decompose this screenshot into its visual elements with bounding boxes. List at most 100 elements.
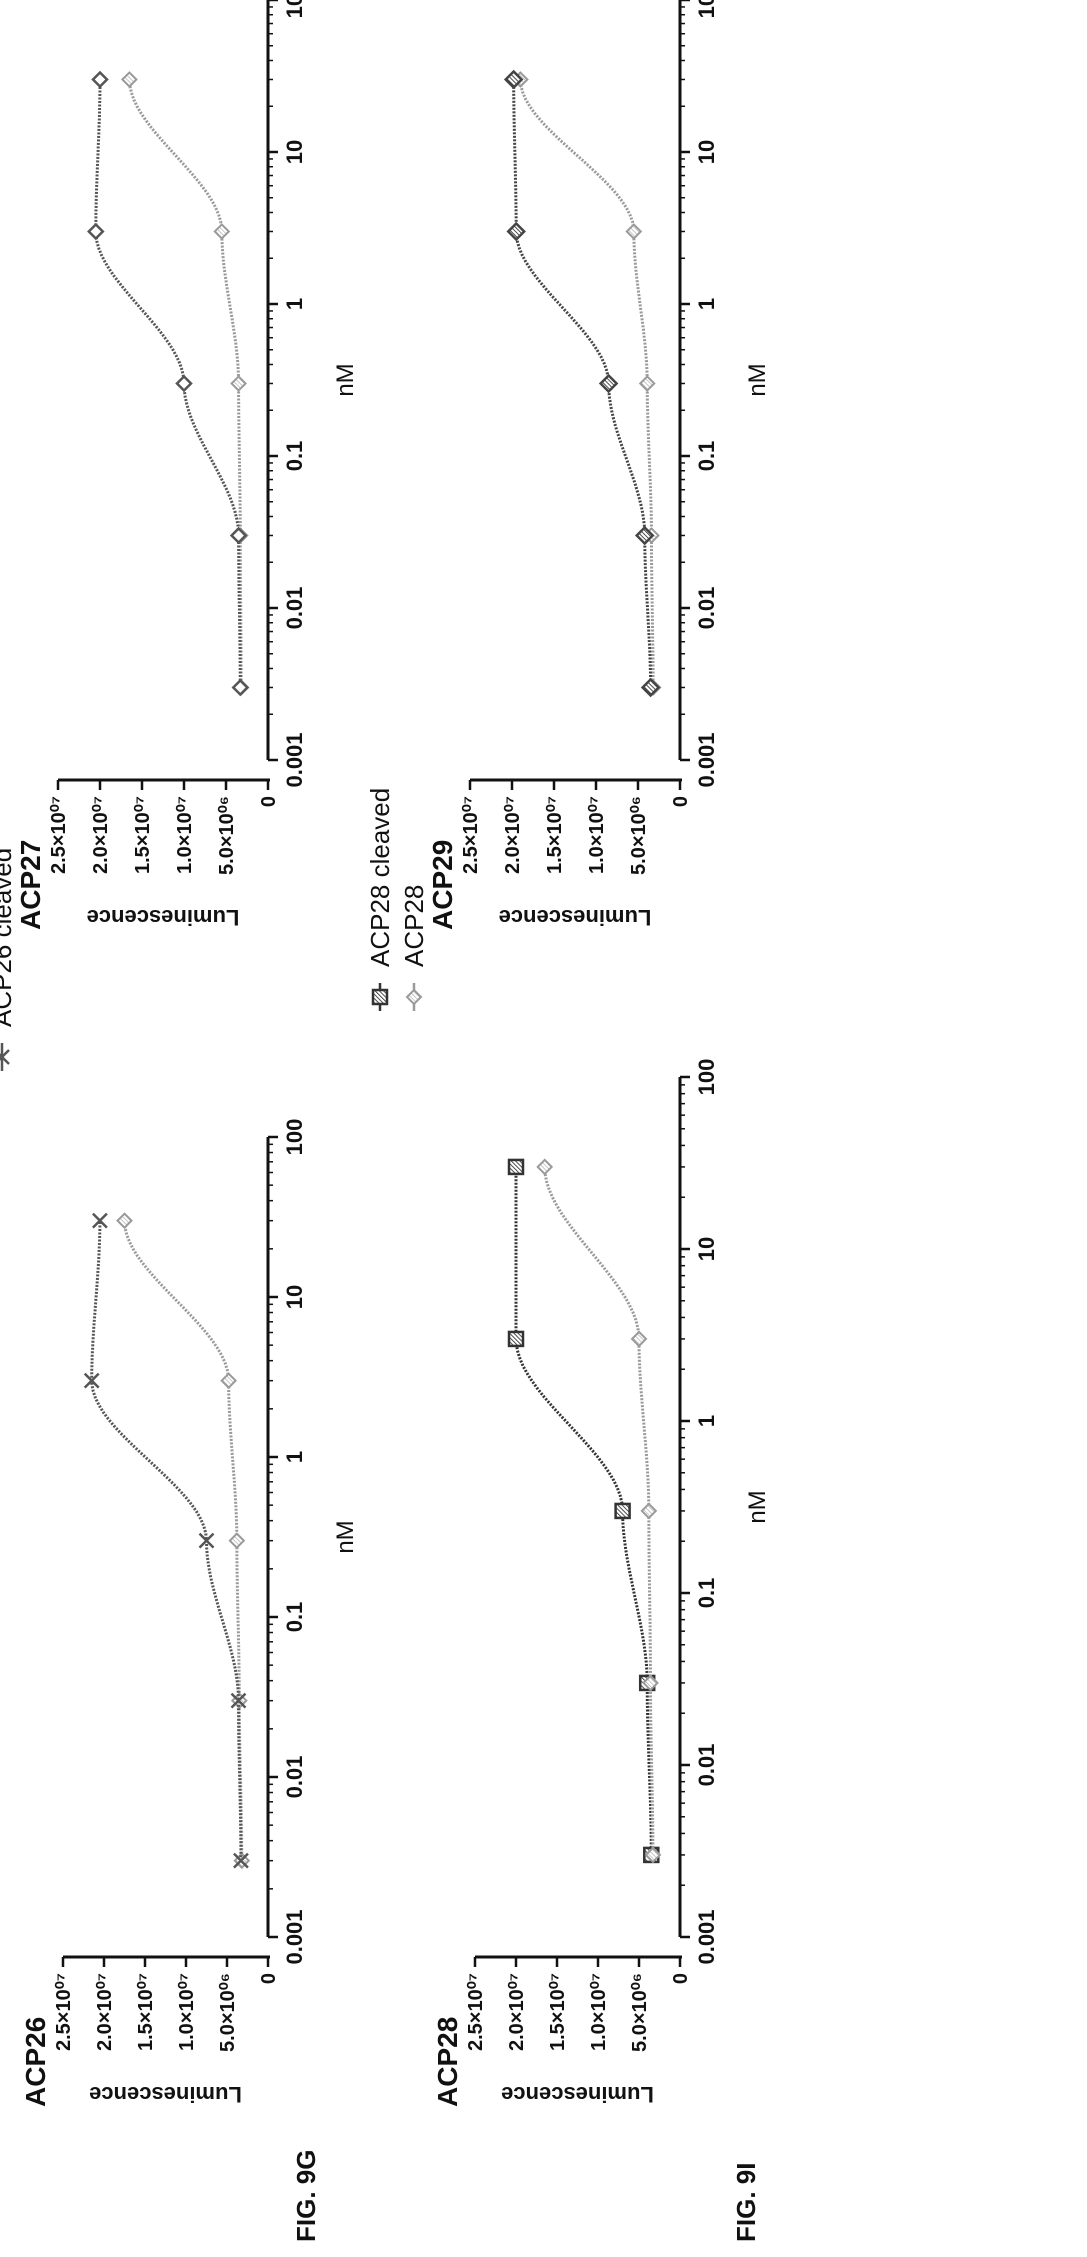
data-point [87,222,105,241]
data-point [630,1330,648,1348]
x-axis-label: nM [744,1490,771,1523]
x-tick-label: 0.01 [694,1744,719,1787]
chart-title: ACP28 [432,2017,463,2107]
y-tick-label: 1.5×10⁰⁷ [547,1973,569,2051]
series-line [518,79,655,688]
data-point [644,1846,662,1864]
series-line [514,1166,653,1855]
y-tick-label: 1.0×10⁰⁷ [586,796,608,874]
y-tick-label: 1.0×10⁰⁷ [176,1973,198,2051]
y-tick-label: 2.5×10⁰⁷ [53,1973,75,2051]
series-line [512,79,653,688]
y-tick-label: 2.0×10⁰⁷ [90,796,112,874]
legend-label: ACP28 [399,885,429,967]
y-tick-label: 2.5×10⁰⁷ [460,796,482,874]
y-tick-label: 1.5×10⁰⁷ [544,796,566,874]
legend-label: ACP26 cleaved [0,848,17,1027]
x-tick-label: 1 [282,298,307,310]
x-tick-label: 1 [694,1415,719,1427]
x-tick-label: 1 [282,1451,307,1463]
x-axis-label: nM [744,363,771,396]
x-tick-label: 100 [282,1119,307,1156]
data-point [228,1532,246,1550]
x-tick-label: 0.001 [282,1909,307,1964]
y-axis-label: Luminescence [499,905,652,930]
x-tick-label: 10 [694,140,719,164]
data-point [642,1674,659,1692]
y-tick-label: 0 [670,796,692,807]
x-tick-label: 0.01 [694,587,719,630]
y-tick-label: 5.0×10⁰⁶ [628,796,650,875]
data-point [634,525,655,546]
chart-panel-acp28: 0.001 0.01 0.1 1 10 100 0 5.0×10⁰⁶ 1.0×10⁰⁷ 1.5×1… [365,788,771,2242]
x-tick-label: 1 [694,298,719,310]
series-line [543,1166,655,1855]
x-tick-label: 0.001 [694,1909,719,1964]
y-tick-label: 1.5×10⁰⁷ [135,1973,157,2051]
y-tick-label: 1.5×10⁰⁷ [132,796,154,874]
chart-panel-acp29: 0.001 0.01 0.1 1 10 100 0 5.0×10⁰⁶ 1.0×10⁰⁷ 1.5×1… [427,0,771,930]
y-tick-label: 5.0×10⁰⁶ [217,1973,239,2052]
data-point [175,374,193,393]
y-tick-label: 5.0×10⁰⁶ [629,1973,651,2052]
y-axis-label: Luminescence [501,2082,654,2107]
chart-title: ACP27 [15,840,46,930]
data-point [233,1852,249,1869]
data-point [598,373,619,394]
x-tick-label: 0.001 [282,732,307,787]
x-tick-label: 0.1 [282,1602,307,1633]
chart-title: ACP26 [20,2017,51,2107]
y-axis-label: Luminescence [87,905,240,930]
y-tick-label: 2.5×10⁰⁷ [48,796,70,874]
series-line [123,1220,244,1861]
x-tick-label: 10 [282,140,307,164]
chart-panel-acp27: 0.001 0.01 0.1 1 10 100 0 5.0×10⁰⁶ 1.0×10⁰⁷ 1.5×1… [15,0,359,930]
series-line [94,79,242,688]
data-point [625,223,643,240]
data-point [503,69,524,90]
data-point [638,375,656,392]
y-tick-label: 2.0×10⁰⁷ [506,1973,528,2051]
legend-marker [371,988,389,1006]
y-tick-label: 2.0×10⁰⁷ [502,796,524,874]
data-point [91,70,109,89]
data-point [640,677,661,698]
data-point [506,221,526,242]
data-point [536,1158,554,1176]
x-tick-label: 100 [694,1059,719,1096]
series-line [90,1220,243,1861]
data-point [213,223,231,240]
data-point [116,1212,133,1230]
data-point [507,1330,525,1348]
x-axis-label: nM [332,1520,359,1553]
x-tick-label: 10 [282,1285,307,1309]
y-tick-label: 1.0×10⁰⁷ [588,1973,610,2051]
x-axis-label: nM [332,363,359,396]
y-tick-label: 2.0×10⁰⁷ [94,1973,116,2051]
legend-marker [405,988,423,1006]
y-axis-label: Luminescence [89,2082,242,2107]
x-tick-label: 0.01 [282,1756,307,1799]
x-tick-label: 100 [694,0,719,18]
figure-label: FIG. 9I [731,2163,761,2242]
x-tick-label: 0.01 [282,587,307,630]
x-tick-label: 0.001 [694,732,719,787]
legend-marker [0,1049,10,1065]
x-tick-label: 0.1 [694,441,719,472]
data-point [220,1372,238,1390]
legend-label: ACP28 cleaved [365,788,395,967]
data-point [83,1372,100,1389]
data-point [507,1158,525,1176]
y-tick-label: 1.0×10⁰⁷ [174,796,196,874]
x-tick-label: 100 [282,0,307,18]
data-point [230,1692,247,1709]
data-point [229,526,248,545]
y-tick-label: 2.5×10⁰⁷ [465,1973,487,2051]
data-point [231,678,250,697]
data-point [92,1212,108,1229]
x-tick-label: 0.1 [282,441,307,472]
data-point [120,71,138,88]
y-tick-label: 0 [670,1973,692,1984]
data-point [198,1532,215,1549]
